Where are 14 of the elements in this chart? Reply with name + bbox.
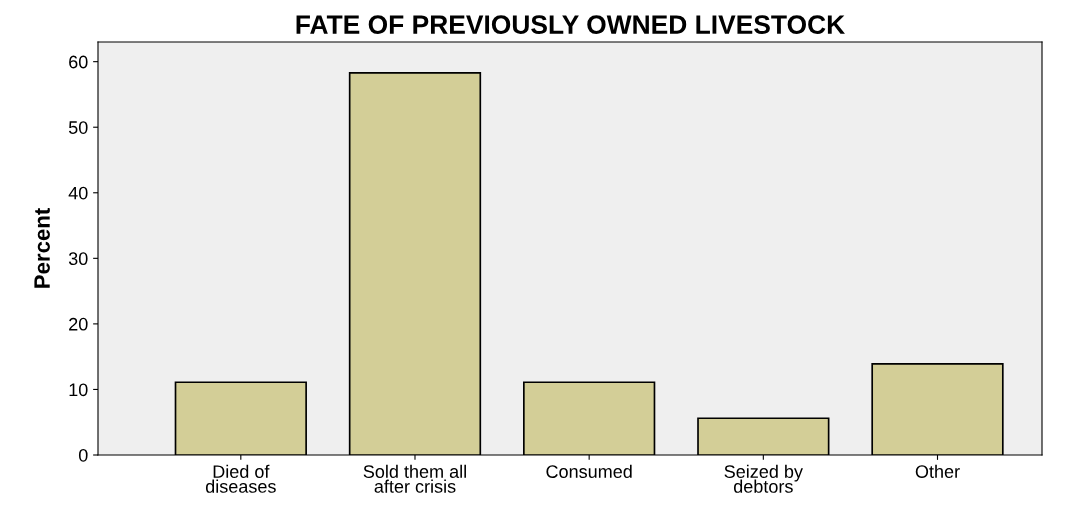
y-tick-label: 50 — [68, 121, 88, 134]
x-tick-label: Seized by debtors — [724, 464, 803, 493]
x-tick-label: Died of diseases — [205, 464, 276, 493]
y-tick-label: 10 — [69, 383, 88, 397]
x-tick-label: Other — [915, 464, 960, 478]
y-axis-title: Percent — [34, 208, 50, 288]
y-tick-label: 30 — [68, 252, 88, 266]
y-tick-label: 40 — [68, 186, 88, 200]
y-tick-label: 20 — [69, 317, 88, 331]
chart-title: FATE OF PREVIOUSLY OWNED LIVESTOCK — [296, 15, 845, 34]
y-tick-label: 60 — [69, 55, 88, 69]
y-tick-label: 0 — [78, 448, 88, 462]
x-tick-label: Sold them all after crisis — [363, 464, 466, 493]
x-tick-label: Consumed — [546, 464, 632, 478]
